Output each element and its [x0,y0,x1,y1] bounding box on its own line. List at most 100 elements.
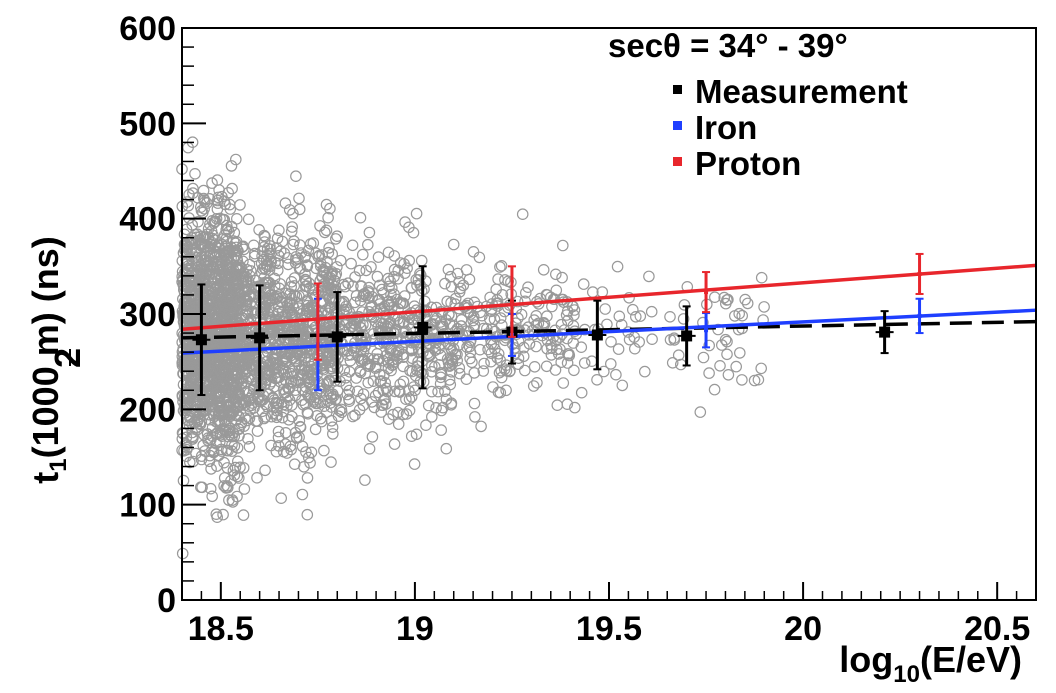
scatter-point [467,314,479,327]
x-axis-title: log10(E/eV) [839,639,1022,688]
scatter-point [293,290,305,302]
scatter-point [494,386,507,399]
scatter-point [205,433,217,446]
scatter-point [405,342,418,355]
scatter-point [388,438,401,450]
scatter-point [361,238,374,251]
scatter-point [384,275,396,288]
proton-point [917,271,922,276]
scatter-point [280,352,293,364]
scatter-point [451,267,464,280]
scatter-point [441,295,453,308]
scatter-point [343,395,356,407]
scatter-point [178,238,191,251]
scatter-point [276,235,289,248]
scatter-point [393,386,406,398]
scatter-point [220,282,233,295]
scatter-point [388,385,401,398]
scatter-point [269,256,281,269]
y-tick-label: 300 [119,296,176,334]
scatter-point [286,299,299,312]
scatter-point [217,423,230,435]
scatter-point [188,415,201,428]
scatter-point [741,297,754,310]
scatter-point [645,305,658,318]
scatter-point [498,363,511,375]
scatter-point [251,471,263,484]
scatter-point [519,286,532,299]
proton-point [509,299,514,304]
scatter-point [206,421,219,434]
scatter-point [457,279,470,292]
scatter-point [605,335,617,348]
scatter-point [435,424,447,436]
scatter-point [561,357,574,369]
scatter-point [211,203,224,215]
scatter-point [334,254,347,267]
scatter-point [243,412,256,424]
scatter-point [568,401,581,414]
scatter-point [357,345,370,358]
scatter-point [672,349,685,361]
scatter-point [237,396,249,409]
scatter-point [666,356,679,369]
scatter-point [629,310,642,323]
scatter-point [304,457,316,469]
scatter-point [403,254,415,267]
scatter-point [434,368,447,381]
scatter-point [206,490,218,503]
scatter-point [234,199,246,211]
scatter-point [721,348,733,361]
scatter-point [199,230,212,243]
scatter-point [375,399,388,411]
scatter-point [200,399,213,412]
scatter-point [532,317,545,330]
scatter-point [478,357,490,370]
scatter-point [346,410,359,423]
scatter-point [320,198,333,211]
scatter-point [392,406,404,419]
scatter-point [221,235,233,248]
scatter-point [461,341,473,353]
scatter-point [677,313,690,325]
scatter-point [241,302,253,315]
scatter-point [374,375,386,388]
scatter-point [225,160,238,172]
scatter-point [198,203,210,215]
scatter-point [577,278,590,290]
scatter-point [455,313,468,326]
scatter-point [719,333,732,346]
scatter-point [410,428,423,441]
scatter-point [212,191,224,204]
scatter-point [597,365,610,378]
y-axis-title-main: t [25,472,66,484]
scatter-point [231,254,244,267]
scatter-point [324,202,336,215]
scatter-point [300,275,312,288]
scatter-point [201,228,213,241]
scatter-point [216,430,228,442]
scatter-point [268,394,281,406]
scatter-point [268,358,280,370]
scatter-point [267,318,279,331]
scatter-point [494,261,506,273]
scatter-point [408,458,421,470]
scatter-point [231,470,244,483]
scatter-point [259,411,272,423]
scatter-point [237,509,250,521]
scatter-point [612,343,625,355]
scatter-point [255,266,268,279]
scatter-point [183,273,196,286]
scatter-point [182,200,195,212]
scatter-point [183,344,195,357]
scatter-point [393,385,405,397]
points-layer [192,252,924,397]
scatter-point [280,375,292,387]
scatter-point [242,213,255,226]
scatter-point [397,351,410,363]
scatter-point [267,307,279,319]
scatter-point [187,187,199,199]
scatter-point [367,375,380,387]
scatter-point [187,182,199,195]
scatter-point [229,249,242,262]
